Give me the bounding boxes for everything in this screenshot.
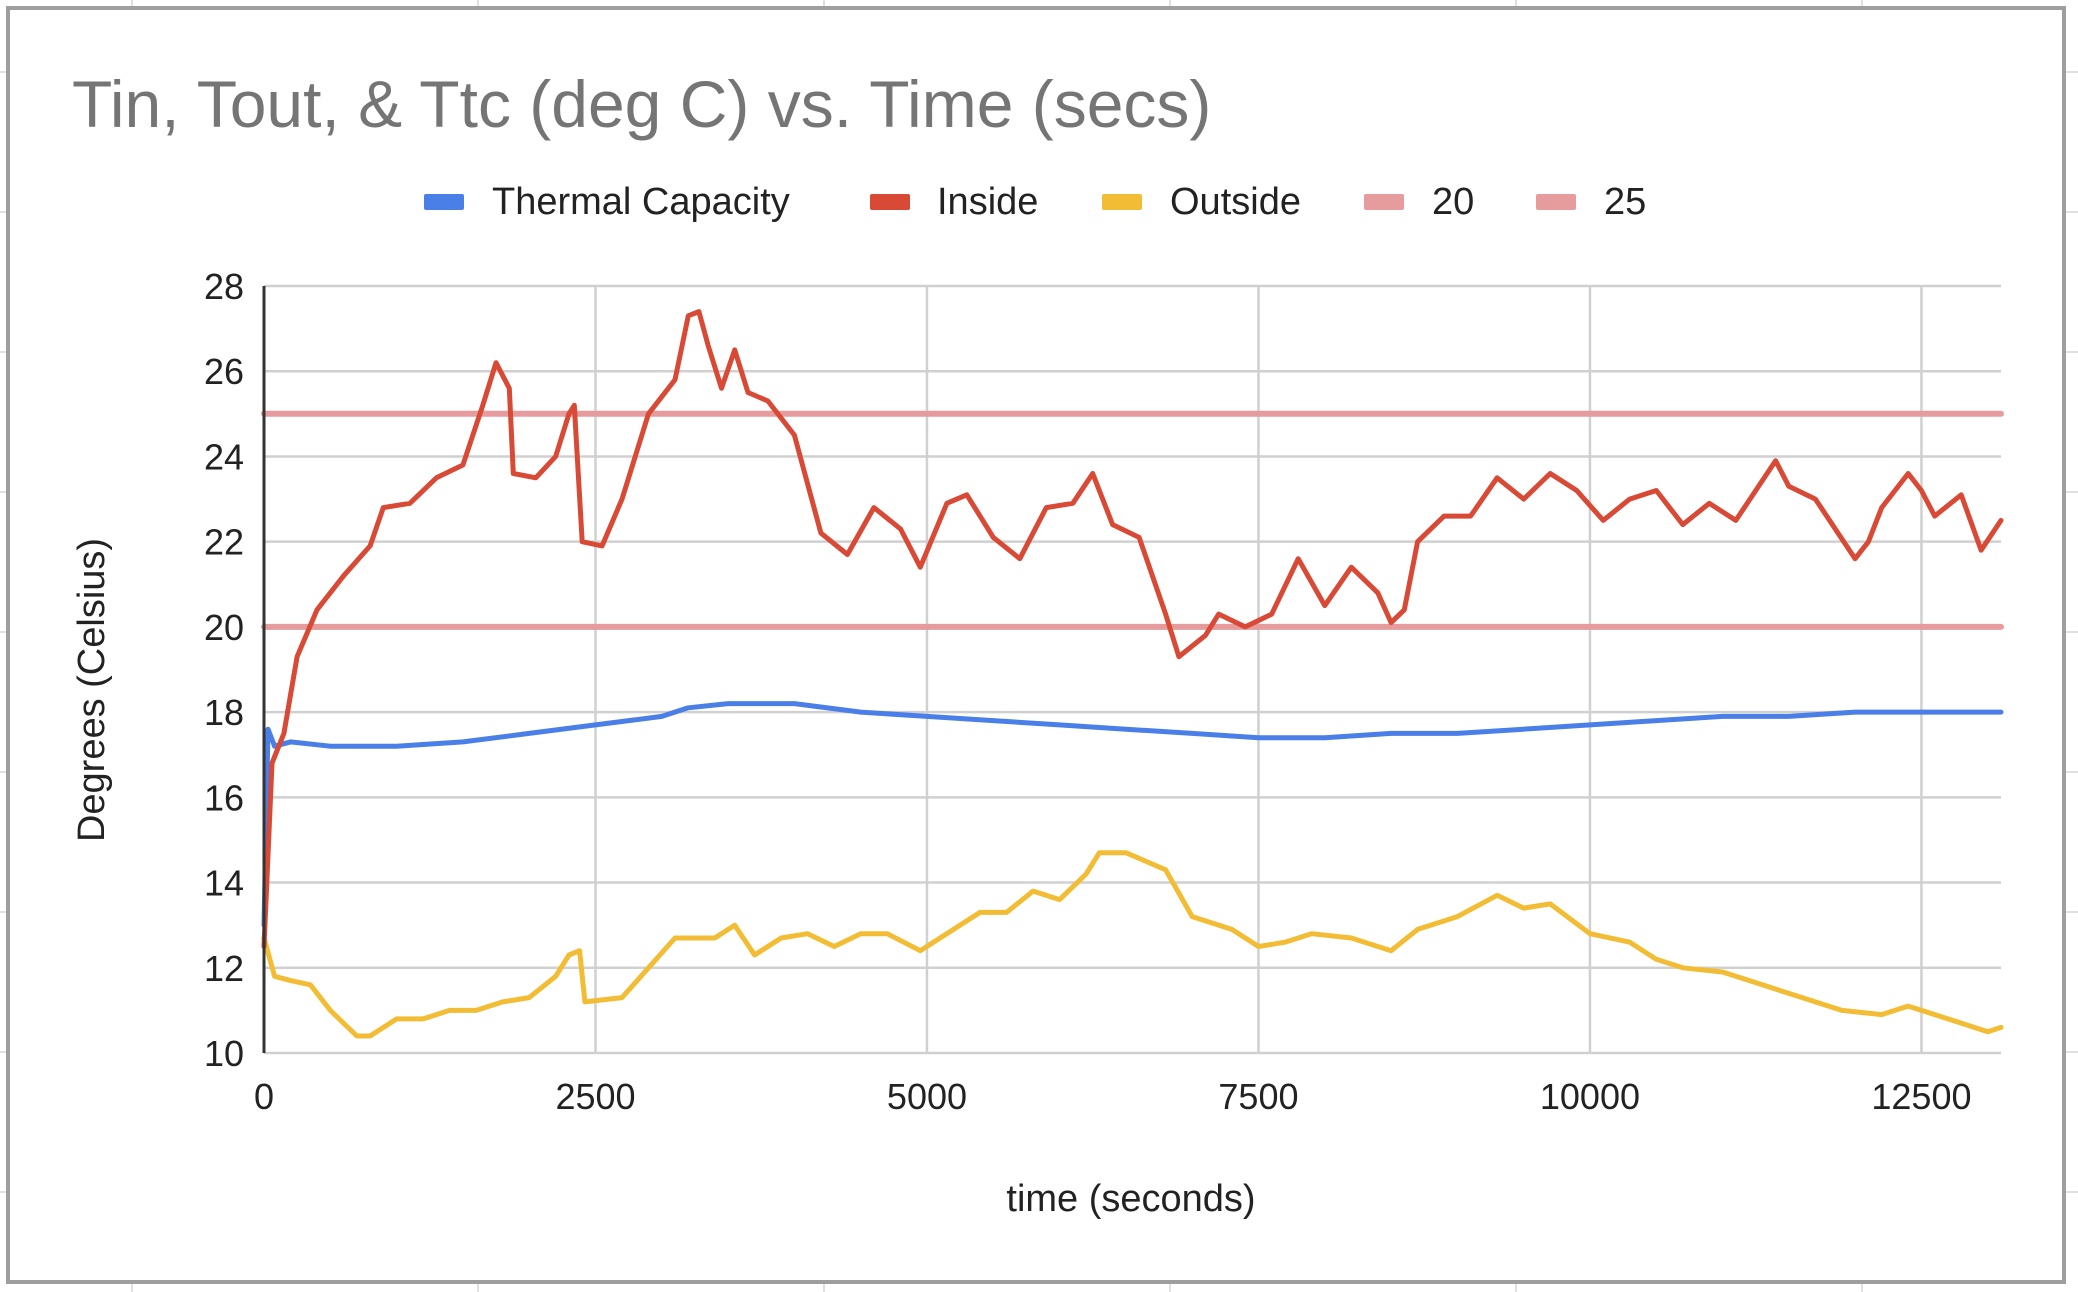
legend-swatch-inside: [870, 194, 910, 210]
legend-item-thermal-capacity[interactable]: Thermal Capacity: [424, 181, 790, 223]
x-tick-label: 12500: [1871, 1076, 1971, 1117]
legend-swatch-outside: [1102, 194, 1142, 210]
legend-swatch-thermal-capacity: [424, 194, 464, 210]
y-tick-label: 26: [204, 351, 244, 392]
chart-title: Tin, Tout, & Ttc (deg C) vs. Time (secs): [72, 67, 1211, 141]
legend-label-20: 20: [1432, 181, 1474, 223]
y-tick-label: 24: [204, 436, 244, 477]
x-tick-label: 2500: [555, 1076, 635, 1117]
legend-label-25: 25: [1604, 181, 1646, 223]
y-tick-label: 22: [204, 522, 244, 563]
legend-swatch-25: [1536, 194, 1576, 210]
legend-item-outside[interactable]: Outside: [1102, 181, 1301, 223]
x-tick-label: 10000: [1540, 1076, 1640, 1117]
y-tick-label: 28: [204, 266, 244, 307]
series-line-inside[interactable]: [261, 309, 2004, 949]
y-tick-label: 10: [204, 1033, 244, 1074]
threshold-lines: [261, 410, 2004, 630]
y-tick-label: 14: [204, 863, 244, 904]
x-axis-ticks: 0 2500 5000 7500 10000 12500: [254, 1076, 1972, 1117]
y-axis-ticks: 10 12 14 16 18 20 22 24 26 28: [204, 266, 244, 1074]
gridlines: [262, 284, 2001, 1055]
x-tick-label: 0: [254, 1076, 274, 1117]
data-series: [261, 309, 2004, 1039]
legend: Thermal Capacity Inside Outside 20 25: [424, 181, 1646, 223]
legend-item-inside[interactable]: Inside: [870, 181, 1038, 223]
y-tick-label: 18: [204, 692, 244, 733]
x-tick-label: 7500: [1218, 1076, 1298, 1117]
legend-label-thermal-capacity: Thermal Capacity: [492, 181, 790, 223]
series-line-outside[interactable]: [261, 850, 2004, 1039]
legend-label-inside: Inside: [937, 181, 1038, 223]
x-axis-title: time (seconds): [1006, 1178, 1255, 1220]
chart-container[interactable]: [6, 6, 2066, 1284]
y-tick-label: 20: [204, 607, 244, 648]
y-tick-label: 12: [204, 948, 244, 989]
legend-item-20[interactable]: 20: [1364, 181, 1474, 223]
legend-label-outside: Outside: [1170, 181, 1301, 223]
y-axis-title: Degrees (Celsius): [71, 538, 113, 842]
x-tick-label: 5000: [887, 1076, 967, 1117]
legend-item-25[interactable]: 25: [1536, 181, 1646, 223]
legend-swatch-20: [1364, 194, 1404, 210]
series-line-thermal-capacity[interactable]: [261, 701, 2004, 928]
y-tick-label: 16: [204, 777, 244, 818]
